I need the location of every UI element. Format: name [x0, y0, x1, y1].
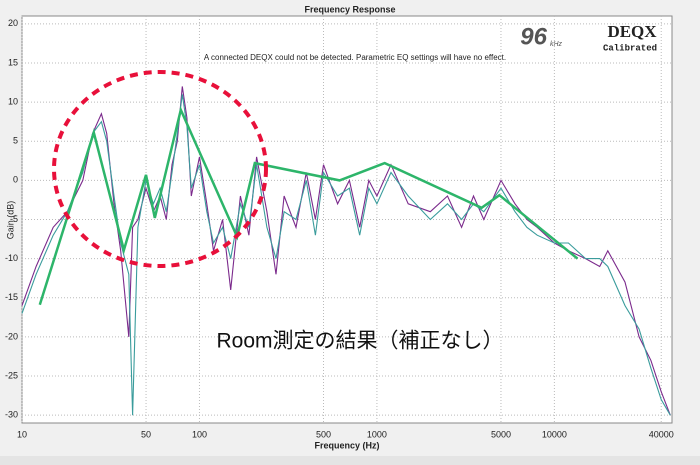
x-axis-label: Frequency (Hz) — [314, 440, 379, 450]
x-tick-label: 40000 — [649, 429, 674, 439]
logo-rate: 96 — [520, 23, 547, 50]
y-tick-label: 10 — [8, 96, 18, 106]
annotation: Room測定の結果（補正なし） — [216, 330, 503, 353]
logo-unit: kHz — [550, 41, 563, 48]
y-tick-label: -20 — [5, 331, 18, 341]
x-tick-label: 10000 — [542, 429, 567, 439]
y-tick-label: -10 — [5, 253, 18, 263]
x-tick-label: 50 — [141, 429, 151, 439]
chart-title: Frequency Response — [304, 4, 395, 14]
x-tick-label: 5000 — [491, 429, 511, 439]
y-tick-label: -15 — [5, 292, 18, 302]
x-tick-label: 500 — [316, 429, 331, 439]
notice: A connected DEQX could not be detected. … — [204, 53, 506, 62]
y-tick-label: 0 — [13, 175, 18, 185]
y-tick-label: 5 — [13, 136, 18, 146]
x-tick-label: 10 — [17, 429, 27, 439]
y-tick-label: -25 — [5, 370, 18, 380]
highlight-circle — [52, 70, 268, 268]
status-bar — [0, 456, 700, 465]
logo-brand: DEQX — [607, 22, 657, 41]
y-tick-label: -30 — [5, 410, 18, 420]
y-axis-label: Gain (dB) — [5, 201, 15, 240]
y-tick-label: -5 — [10, 214, 18, 224]
logo-tagline: Calibrated — [603, 43, 657, 53]
x-tick-label: 100 — [192, 429, 207, 439]
x-tick-label: 1000 — [367, 429, 387, 439]
y-tick-label: 20 — [8, 18, 18, 28]
series-line — [21, 94, 671, 416]
y-tick-label: 15 — [8, 57, 18, 67]
